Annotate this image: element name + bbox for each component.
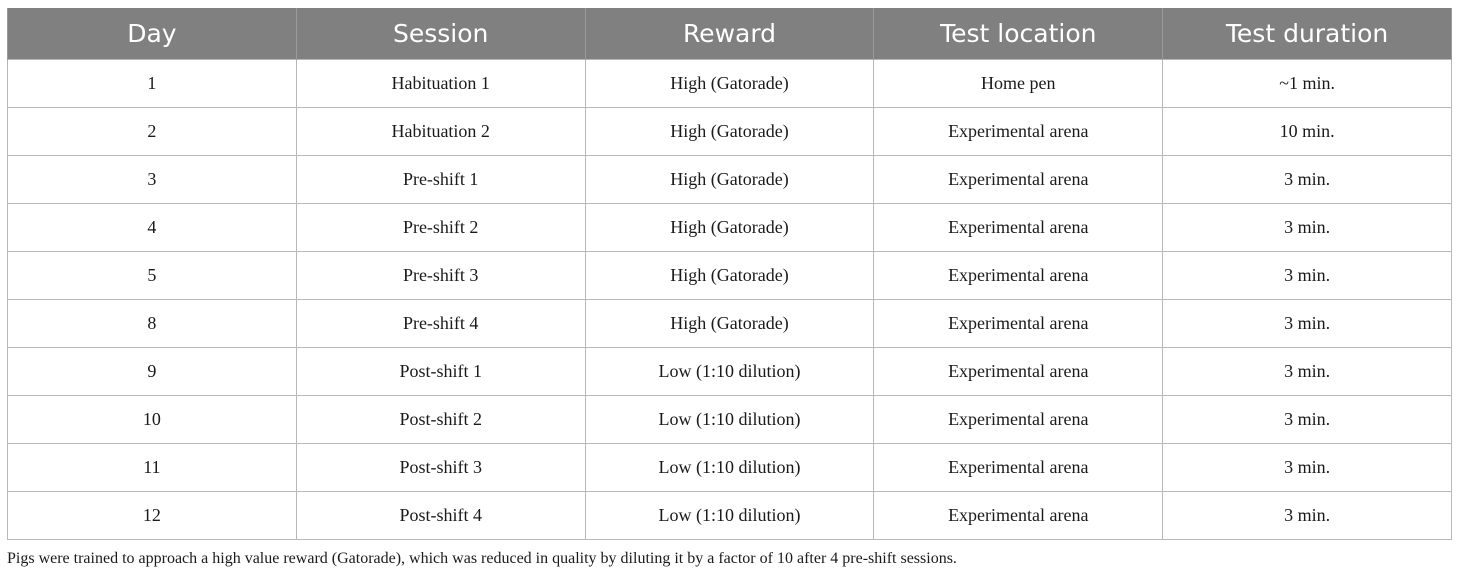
cell-reward: Low (1:10 dilution) xyxy=(584,491,875,540)
table-body: 1 Habituation 1 High (Gatorade) Home pen… xyxy=(7,59,1452,540)
cell-session: Post-shift 2 xyxy=(295,395,586,444)
cell-session: Pre-shift 1 xyxy=(295,155,586,204)
cell-day: 8 xyxy=(7,299,297,348)
cell-session: Post-shift 4 xyxy=(295,491,586,540)
cell-test-location: Experimental arena xyxy=(873,107,1164,156)
cell-test-duration: 3 min. xyxy=(1162,155,1452,204)
cell-test-location: Home pen xyxy=(873,59,1164,108)
cell-day: 12 xyxy=(7,491,297,540)
cell-reward: High (Gatorade) xyxy=(584,203,875,252)
table-row: 5 Pre-shift 3 High (Gatorade) Experiment… xyxy=(7,251,1452,300)
header-test-duration: Test duration xyxy=(1162,8,1452,60)
header-day: Day xyxy=(7,8,297,60)
table-row: 10 Post-shift 2 Low (1:10 dilution) Expe… xyxy=(7,395,1452,444)
cell-reward: High (Gatorade) xyxy=(584,155,875,204)
cell-session: Pre-shift 3 xyxy=(295,251,586,300)
cell-test-location: Experimental arena xyxy=(873,203,1164,252)
cell-day: 9 xyxy=(7,347,297,396)
table-row: 3 Pre-shift 1 High (Gatorade) Experiment… xyxy=(7,155,1452,204)
cell-test-duration: ~1 min. xyxy=(1162,59,1452,108)
cell-day: 4 xyxy=(7,203,297,252)
cell-test-duration: 3 min. xyxy=(1162,395,1452,444)
cell-session: Habituation 2 xyxy=(295,107,586,156)
cell-reward: High (Gatorade) xyxy=(584,59,875,108)
cell-test-location: Experimental arena xyxy=(873,251,1164,300)
cell-reward: Low (1:10 dilution) xyxy=(584,347,875,396)
cell-session: Pre-shift 2 xyxy=(295,203,586,252)
cell-test-location: Experimental arena xyxy=(873,443,1164,492)
cell-test-duration: 3 min. xyxy=(1162,491,1452,540)
cell-reward: High (Gatorade) xyxy=(584,107,875,156)
cell-test-duration: 3 min. xyxy=(1162,251,1452,300)
schedule-table: Day Session Reward Test location Test du… xyxy=(7,8,1452,540)
header-row: Day Session Reward Test location Test du… xyxy=(7,8,1452,60)
table-row: 8 Pre-shift 4 High (Gatorade) Experiment… xyxy=(7,299,1452,348)
cell-day: 5 xyxy=(7,251,297,300)
header-test-location: Test location xyxy=(873,8,1164,60)
cell-day: 3 xyxy=(7,155,297,204)
table-row: 4 Pre-shift 2 High (Gatorade) Experiment… xyxy=(7,203,1452,252)
cell-day: 2 xyxy=(7,107,297,156)
cell-reward: High (Gatorade) xyxy=(584,251,875,300)
table-row: 11 Post-shift 3 Low (1:10 dilution) Expe… xyxy=(7,443,1452,492)
cell-test-duration: 3 min. xyxy=(1162,299,1452,348)
table-row: 9 Post-shift 1 Low (1:10 dilution) Exper… xyxy=(7,347,1452,396)
cell-test-location: Experimental arena xyxy=(873,347,1164,396)
cell-test-duration: 3 min. xyxy=(1162,347,1452,396)
cell-test-location: Experimental arena xyxy=(873,395,1164,444)
cell-day: 10 xyxy=(7,395,297,444)
cell-reward: Low (1:10 dilution) xyxy=(584,395,875,444)
cell-session: Post-shift 3 xyxy=(295,443,586,492)
table-footnote: Pigs were trained to approach a high val… xyxy=(7,550,957,567)
cell-test-duration: 10 min. xyxy=(1162,107,1452,156)
cell-reward: Low (1:10 dilution) xyxy=(584,443,875,492)
table-row: 12 Post-shift 4 Low (1:10 dilution) Expe… xyxy=(7,491,1452,540)
cell-test-duration: 3 min. xyxy=(1162,443,1452,492)
cell-test-location: Experimental arena xyxy=(873,155,1164,204)
header-session: Session xyxy=(295,8,586,60)
cell-session: Post-shift 1 xyxy=(295,347,586,396)
schedule-table-container: Day Session Reward Test location Test du… xyxy=(7,8,1452,540)
cell-test-duration: 3 min. xyxy=(1162,203,1452,252)
table-row: 2 Habituation 2 High (Gatorade) Experime… xyxy=(7,107,1452,156)
cell-reward: High (Gatorade) xyxy=(584,299,875,348)
cell-test-location: Experimental arena xyxy=(873,491,1164,540)
table-row: 1 Habituation 1 High (Gatorade) Home pen… xyxy=(7,59,1452,108)
cell-day: 11 xyxy=(7,443,297,492)
cell-test-location: Experimental arena xyxy=(873,299,1164,348)
header-reward: Reward xyxy=(584,8,875,60)
cell-session: Habituation 1 xyxy=(295,59,586,108)
cell-day: 1 xyxy=(7,59,297,108)
cell-session: Pre-shift 4 xyxy=(295,299,586,348)
table-header: Day Session Reward Test location Test du… xyxy=(7,8,1452,60)
